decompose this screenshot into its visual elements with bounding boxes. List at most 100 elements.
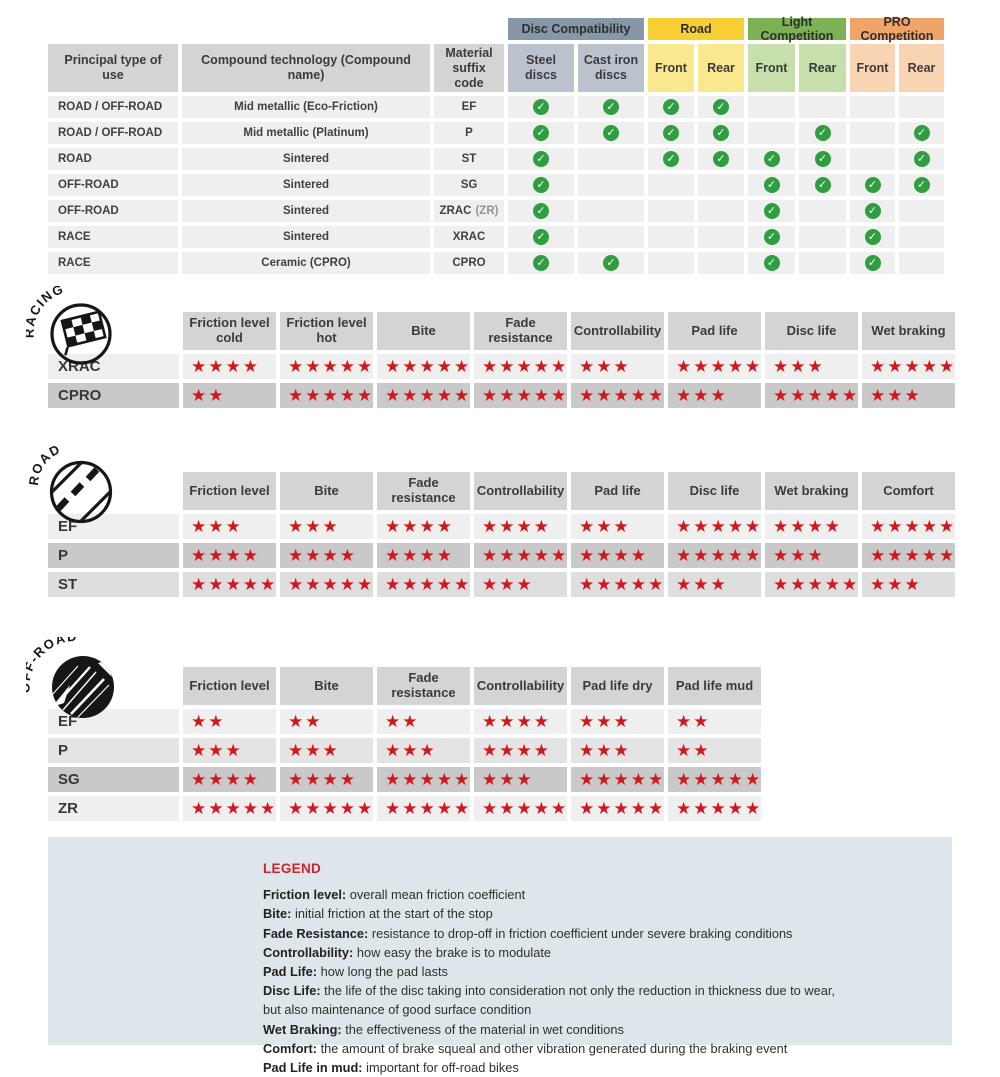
rating-cell: ★★	[280, 709, 373, 735]
rating-cell: ★★★	[280, 738, 373, 764]
compatibility-cell	[748, 96, 795, 119]
rating-cell: ★★★★★	[280, 796, 373, 822]
suffix-code: XRAC	[452, 231, 486, 244]
rating-cell: ★★★	[571, 514, 664, 540]
suffix-code: CPRO	[452, 257, 486, 270]
rating-column-header: Pad life	[571, 472, 664, 511]
rating-cell: ★★★★	[280, 543, 373, 569]
rating-cell: ★★★	[571, 354, 664, 380]
rating-column-header: Pad life dry	[571, 667, 664, 706]
star-rating: ★★★	[870, 386, 922, 406]
use-cell: OFF-ROAD	[48, 174, 178, 197]
rating-column-header: Fade resistance	[377, 472, 470, 511]
rating-cell: ★★★★★	[668, 543, 761, 569]
use-cell: RACE	[48, 226, 178, 249]
compatibility-cell: ✓	[648, 122, 694, 145]
legend-term: Friction level:	[263, 887, 347, 903]
star-rating: ★★★★★	[579, 799, 666, 819]
sub-column-header: Front	[850, 44, 895, 93]
group-header: PRO Competition	[850, 15, 944, 43]
suffix-code: ST	[461, 153, 477, 166]
check-icon: ✓	[913, 151, 930, 168]
rating-cell: ★★★★	[377, 543, 470, 569]
star-rating: ★★★★★	[870, 546, 957, 566]
star-rating: ★★★★	[288, 546, 357, 566]
rating-cell: ★★	[668, 738, 761, 764]
rating-cell: ★★★★★	[571, 767, 664, 793]
suffix-cell: CPRO	[434, 252, 504, 275]
brake-pad-compound-chart: Disc Compatibility Road Light Competition P…	[0, 15, 1000, 1075]
check-icon: ✓	[533, 99, 549, 116]
compatibility-cell: ✓	[508, 174, 574, 197]
legend-term: Bite:	[263, 906, 292, 922]
legend-item: Controllability: how easy the brake is t…	[263, 944, 552, 960]
compatibility-cell	[799, 96, 846, 119]
suffix-cell: XRAC	[434, 226, 504, 249]
check-icon: ✓	[763, 177, 780, 194]
rating-cell: ★★★★	[183, 543, 276, 569]
check-icon: ✓	[763, 255, 780, 272]
compatibility-cell	[799, 226, 846, 249]
rating-cell: ★★★★	[377, 514, 470, 540]
star-rating: ★★★	[579, 517, 631, 537]
check-icon: ✓	[864, 203, 881, 220]
check-icon: ✓	[864, 255, 881, 272]
rating-column-header: Disc life	[668, 472, 761, 511]
compatibility-cell: ✓	[748, 174, 795, 197]
rating-column-header: Controllability	[474, 667, 567, 706]
rating-cell: ★★★★	[474, 514, 567, 540]
compatibility-cell: ✓	[850, 226, 895, 249]
rating-cell: ★★★★★	[280, 383, 375, 409]
compatibility-cell: ✓	[899, 174, 944, 197]
suffix-cell: ZRAC (ZR)	[434, 200, 504, 223]
sub-column-header: Cast iron discs	[578, 44, 644, 93]
compatibility-cell	[899, 226, 944, 249]
rating-cell: ★★★★★	[571, 796, 666, 822]
star-rating: ★★★★	[579, 546, 648, 566]
rating-cell: ★★★★★	[862, 514, 955, 540]
suffix-cell: EF	[434, 96, 504, 119]
rating-cell: ★★★	[474, 572, 567, 598]
rating-cell: ★★★	[571, 738, 664, 764]
rating-cell: ★★★★★	[862, 543, 957, 569]
compatibility-cell: ✓	[748, 226, 795, 249]
sub-column-header: Front	[748, 44, 795, 93]
rating-column-header: Friction level hot	[280, 312, 373, 351]
star-rating: ★★★★★	[288, 386, 375, 406]
compatibility-cell	[799, 200, 846, 223]
rating-column-header: Wet braking	[765, 472, 858, 511]
rating-column-header: Bite	[280, 667, 373, 706]
rating-cell: ★★★★★	[571, 383, 664, 409]
star-rating: ★★★★	[482, 517, 551, 537]
rating-cell: ★★★★★	[765, 572, 858, 598]
group-header: Disc Compatibility	[508, 18, 644, 40]
check-icon: ✓	[663, 125, 679, 142]
rating-cell: ★★★★★	[668, 514, 761, 540]
rating-cell: ★★★★★	[377, 767, 470, 793]
check-icon: ✓	[663, 151, 679, 168]
rating-cell: ★★★★★	[474, 796, 567, 822]
star-rating: ★★★	[191, 741, 243, 761]
use-cell: ROAD / OFF-ROAD	[48, 96, 178, 119]
star-rating: ★★★★★	[482, 546, 569, 566]
compatibility-cell	[850, 148, 895, 171]
compatibility-cell	[578, 200, 644, 223]
racing-rating-table: Friction level cold Friction level hot Bit…	[48, 312, 1000, 409]
rating-cell: ★★	[183, 709, 276, 735]
star-rating: ★★★★	[482, 712, 551, 732]
offroad-rating-table: Friction level Bite Fade resistance Control…	[48, 667, 1000, 822]
legend-item: Pad Life: how long the pad lasts	[263, 964, 448, 979]
compatibility-cell: ✓	[850, 252, 895, 275]
compatibility-cell: ✓	[648, 148, 694, 171]
check-icon: ✓	[713, 125, 729, 142]
legend-item: Fade Resistance: resistance to drop-off …	[263, 925, 793, 941]
compatibility-cell: ✓	[698, 148, 744, 171]
column-header: Material suffix code	[434, 44, 504, 93]
rating-column-header: Bite	[280, 472, 373, 511]
star-rating: ★★★★★	[482, 357, 569, 377]
check-icon: ✓	[533, 125, 549, 142]
rating-cell: ★★★	[183, 514, 276, 540]
check-icon: ✓	[864, 229, 881, 246]
check-icon: ✓	[763, 203, 780, 220]
